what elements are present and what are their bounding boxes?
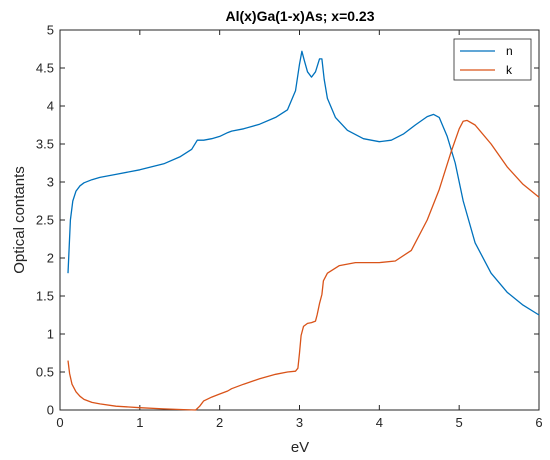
x-tick-label: 5 bbox=[456, 415, 463, 430]
y-tick-label: 4 bbox=[47, 99, 54, 114]
y-axis: 0 0.5 1 1.5 2 2.5 3 3.5 4 4.5 5 bbox=[36, 23, 539, 418]
x-tick-label: 0 bbox=[56, 415, 63, 430]
y-tick-label: 1 bbox=[47, 327, 54, 342]
y-tick-label: 2 bbox=[47, 251, 54, 266]
y-tick-label: 1.5 bbox=[36, 289, 54, 304]
x-tick-label: 3 bbox=[296, 415, 303, 430]
y-tick-label: 2.5 bbox=[36, 213, 54, 228]
x-tick-label: 2 bbox=[216, 415, 223, 430]
legend-box bbox=[453, 38, 532, 81]
series-line-n bbox=[67, 50, 540, 316]
y-tick-label: 0 bbox=[47, 403, 54, 418]
legend-label-k: k bbox=[506, 63, 513, 77]
legend: n k bbox=[453, 38, 532, 81]
y-tick-label: 3 bbox=[47, 175, 54, 190]
x-tick-label: 6 bbox=[535, 415, 542, 430]
y-tick-label: 4.5 bbox=[36, 61, 54, 76]
x-tick-label: 4 bbox=[376, 415, 383, 430]
x-axis-label: eV bbox=[291, 439, 309, 456]
y-axis-label: Optical contants bbox=[11, 166, 28, 274]
y-tick-label: 0.5 bbox=[36, 365, 54, 380]
y-tick-label: 3.5 bbox=[36, 137, 54, 152]
chart-title: Al(x)Ga(1-x)As; x=0.23 bbox=[225, 8, 374, 24]
x-tick-label: 1 bbox=[136, 415, 143, 430]
x-axis: 0 1 2 3 4 5 6 bbox=[56, 30, 543, 430]
legend-label-n: n bbox=[506, 44, 513, 58]
series-line-k bbox=[67, 119, 540, 411]
y-tick-label: 5 bbox=[47, 23, 54, 38]
series-layer bbox=[67, 50, 540, 411]
